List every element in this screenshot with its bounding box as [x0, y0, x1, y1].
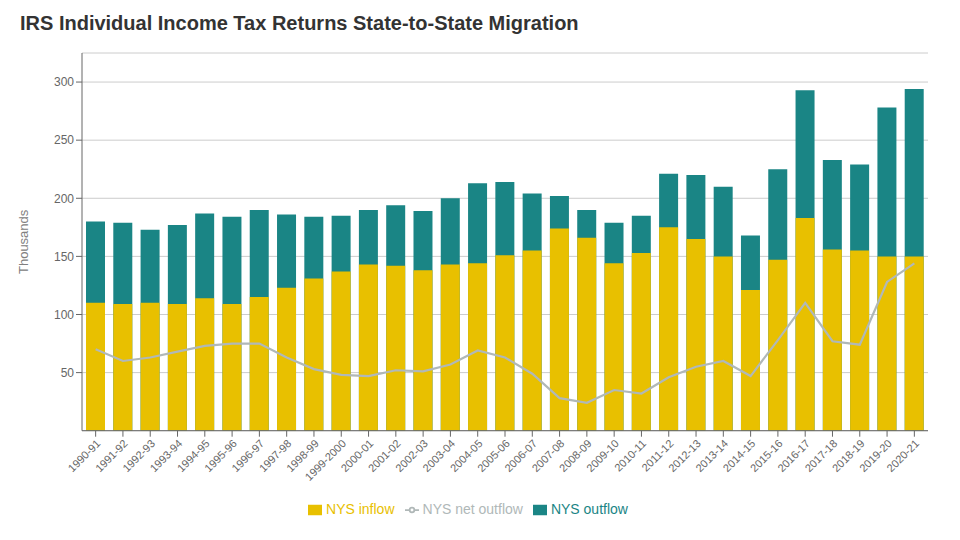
svg-text:1996-97: 1996-97 [229, 437, 267, 475]
svg-text:250: 250 [54, 133, 74, 147]
svg-text:2002-03: 2002-03 [393, 437, 431, 475]
svg-text:1999-2000: 1999-2000 [303, 437, 349, 483]
svg-text:1993-94: 1993-94 [147, 437, 185, 475]
svg-text:2003-04: 2003-04 [420, 437, 458, 475]
svg-text:2018-19: 2018-19 [829, 437, 867, 475]
svg-text:2012-13: 2012-13 [665, 437, 703, 475]
svg-text:2000-01: 2000-01 [338, 437, 376, 475]
svg-text:300: 300 [54, 75, 74, 89]
svg-text:2016-17: 2016-17 [775, 437, 813, 475]
svg-text:2017-18: 2017-18 [802, 437, 840, 475]
svg-text:2008-09: 2008-09 [556, 437, 594, 475]
svg-text:50: 50 [61, 366, 75, 380]
html-text:NYS net outflow: NYS net outflow [422, 500, 523, 517]
svg-text:2011-12: 2011-12 [639, 437, 676, 474]
svg-text:1997-98: 1997-98 [256, 437, 294, 475]
svg-text:2007-08: 2007-08 [529, 437, 567, 475]
svg-text:1992-93: 1992-93 [120, 437, 158, 475]
svg-text:1998-99: 1998-99 [283, 437, 321, 475]
svg-text:150: 150 [54, 250, 74, 264]
html-text:NYS inflow: NYS inflow [326, 500, 395, 517]
svg-text:2006-07: 2006-07 [502, 437, 540, 475]
svg-text:2020-21: 2020-21 [884, 437, 921, 474]
svg-text:2019-20: 2019-20 [857, 437, 894, 475]
svg-text:1994-95: 1994-95 [174, 437, 212, 475]
svg-text:2005-06: 2005-06 [474, 437, 512, 475]
svg-text:2010-11: 2010-11 [611, 437, 649, 474]
svg-text:1991-92: 1991-92 [92, 437, 130, 475]
svg-text:1995-96: 1995-96 [202, 437, 239, 475]
svg-text:2014-15: 2014-15 [720, 437, 758, 475]
html-text:IRS Individual Income Tax Retu: IRS Individual Income Tax Returns State-… [20, 12, 579, 34]
svg-text:2015-16: 2015-16 [747, 437, 785, 475]
svg-text:2009-10: 2009-10 [584, 437, 622, 475]
svg-text:2001-02: 2001-02 [365, 437, 403, 475]
svg-text:100: 100 [54, 308, 74, 322]
svg-text:2013-14: 2013-14 [693, 437, 731, 475]
svg-text:Thousands: Thousands [16, 209, 31, 274]
html-text:NYS outflow: NYS outflow [550, 500, 628, 517]
svg-text:1990-91: 1990-91 [65, 437, 103, 475]
svg-text:200: 200 [54, 192, 74, 206]
svg-text:2004-05: 2004-05 [447, 437, 485, 475]
